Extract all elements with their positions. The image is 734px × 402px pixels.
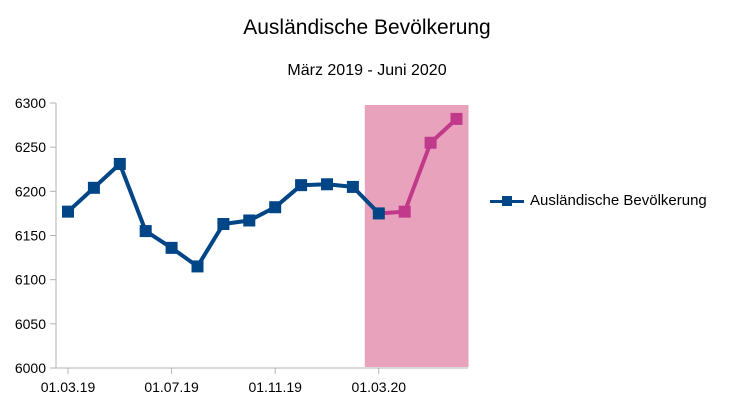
x-tick-label: 01.11.19 bbox=[248, 379, 302, 395]
data-point bbox=[269, 201, 282, 214]
legend-marker bbox=[490, 195, 524, 207]
x-tick-label: 01.03.19 bbox=[41, 379, 96, 395]
data-point bbox=[113, 157, 126, 170]
legend-label: Ausländische Bevölkerung bbox=[530, 192, 707, 209]
data-point bbox=[217, 218, 230, 231]
data-point bbox=[321, 178, 333, 191]
y-tick-label: 6250 bbox=[15, 139, 46, 155]
data-point bbox=[191, 260, 204, 273]
data-point bbox=[295, 179, 308, 192]
data-point bbox=[450, 112, 463, 125]
data-point bbox=[424, 136, 437, 149]
highlight-band bbox=[364, 105, 469, 367]
y-tick-label: 6000 bbox=[15, 360, 46, 376]
y-tick-label: 6200 bbox=[15, 183, 46, 199]
chart-title: Ausländische Bevölkerung bbox=[243, 16, 491, 39]
data-point bbox=[165, 241, 178, 254]
data-point bbox=[372, 207, 385, 220]
legend: Ausländische Bevölkerung bbox=[490, 192, 707, 209]
data-point bbox=[139, 225, 152, 238]
series-line-highlight bbox=[378, 117, 458, 216]
data-point bbox=[398, 205, 411, 218]
data-point bbox=[243, 214, 256, 227]
x-tick-label: 01.07.19 bbox=[144, 379, 199, 395]
y-tick-label: 6100 bbox=[15, 272, 46, 288]
data-point bbox=[62, 205, 74, 218]
data-point bbox=[87, 181, 100, 194]
y-tick-label: 6300 bbox=[15, 95, 46, 111]
y-tick-label: 6050 bbox=[15, 316, 46, 332]
y-tick-label: 6150 bbox=[15, 228, 46, 244]
data-point bbox=[346, 180, 359, 193]
x-tick-label: 01.03.20 bbox=[352, 379, 407, 395]
chart-subtitle: März 2019 - Juni 2020 bbox=[287, 62, 447, 79]
